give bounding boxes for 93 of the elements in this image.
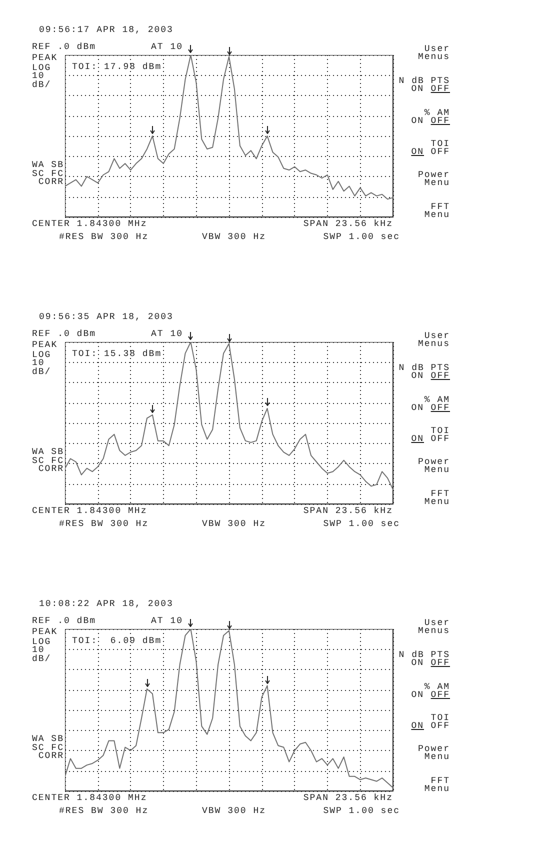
text: Menu xyxy=(424,784,450,794)
text: 10 xyxy=(32,645,45,655)
text: CENTER 1.84300 MHz xyxy=(32,793,148,803)
text: User xyxy=(424,618,450,628)
text: Menus xyxy=(418,52,450,62)
chart-title: 09:56:35 APR 18, 2003 xyxy=(39,312,174,322)
text: ON xyxy=(411,371,424,381)
text: ON xyxy=(411,658,424,668)
text: N dB PTS xyxy=(398,363,450,373)
text: % AM xyxy=(424,682,450,692)
text: PEAK xyxy=(32,340,58,350)
text: WA SB xyxy=(32,734,64,744)
text: LOG xyxy=(32,350,52,360)
text: FFT xyxy=(430,489,450,499)
text: SC FC xyxy=(32,456,64,466)
text: #RES BW 300 Hz xyxy=(59,519,149,529)
text: VBW 300 Hz xyxy=(202,519,266,529)
text: ON xyxy=(411,690,424,700)
text: OFF xyxy=(430,690,450,700)
text: VBW 300 Hz xyxy=(202,806,266,816)
text: SPAN 23.56 kHz xyxy=(303,793,393,803)
text: dB/ xyxy=(32,80,52,90)
text: Menu xyxy=(424,752,450,762)
text: Power xyxy=(418,457,450,467)
text: ON xyxy=(411,84,424,94)
text: SPAN 23.56 kHz xyxy=(303,506,393,516)
text: User xyxy=(424,44,450,54)
text: OFF xyxy=(430,147,450,157)
text: dB/ xyxy=(32,654,52,664)
text: AT 10 xyxy=(151,616,184,626)
text: REF .0 dBm xyxy=(32,616,96,626)
text: OFF xyxy=(430,371,450,381)
text: Menu xyxy=(424,465,450,475)
annotation: TOI: 17.98 dBm xyxy=(72,62,162,72)
text: LOG xyxy=(32,63,52,73)
annotation: TOI: 6.09 dBm xyxy=(72,636,162,646)
text: CORR xyxy=(38,751,64,761)
text: #RES BW 300 Hz xyxy=(59,232,149,242)
text: 10 xyxy=(32,358,45,368)
text: Menu xyxy=(424,210,450,220)
text: ON xyxy=(411,147,424,157)
text: ON xyxy=(411,403,424,413)
text: LOG xyxy=(32,637,52,647)
text: SC FC xyxy=(32,169,64,179)
text: PEAK xyxy=(32,627,58,637)
text: #RES BW 300 Hz xyxy=(59,806,149,816)
text: User xyxy=(424,331,450,341)
text: Menu xyxy=(424,497,450,507)
text: N dB PTS xyxy=(398,76,450,86)
text: ON xyxy=(411,721,424,731)
chart-title: 10:08:22 APR 18, 2003 xyxy=(39,599,174,609)
text: AT 10 xyxy=(151,42,184,52)
text: OFF xyxy=(430,658,450,668)
text: Menu xyxy=(424,178,450,188)
text: % AM xyxy=(424,395,450,405)
annotation: TOI: 15.38 dBm xyxy=(72,349,162,359)
text: SWP 1.00 sec xyxy=(323,232,400,242)
text: Menus xyxy=(418,626,450,636)
text: WA SB xyxy=(32,160,64,170)
chart-title: 09:56:17 APR 18, 2003 xyxy=(39,25,174,35)
text: FFT xyxy=(430,202,450,212)
text: CORR xyxy=(38,177,64,187)
text: WA SB xyxy=(32,447,64,457)
text: CENTER 1.84300 MHz xyxy=(32,506,148,516)
text: CENTER 1.84300 MHz xyxy=(32,219,148,229)
text: TOI xyxy=(430,139,450,149)
text: AT 10 xyxy=(151,329,184,339)
text: CORR xyxy=(38,464,64,474)
text: % AM xyxy=(424,108,450,118)
text: VBW 300 Hz xyxy=(202,232,266,242)
text: OFF xyxy=(430,84,450,94)
text: SWP 1.00 sec xyxy=(323,519,400,529)
text: TOI xyxy=(430,713,450,723)
text: OFF xyxy=(430,434,450,444)
text: ON xyxy=(411,116,424,126)
text: ON xyxy=(411,434,424,444)
text: REF .0 dBm xyxy=(32,42,96,52)
text: OFF xyxy=(430,403,450,413)
text: N dB PTS xyxy=(398,650,450,660)
text: Power xyxy=(418,170,450,180)
text: 10 xyxy=(32,71,45,81)
text: OFF xyxy=(430,116,450,126)
text: SWP 1.00 sec xyxy=(323,806,400,816)
text: REF .0 dBm xyxy=(32,329,96,339)
text: PEAK xyxy=(32,53,58,63)
text: dB/ xyxy=(32,367,52,377)
text: Power xyxy=(418,744,450,754)
text: Menus xyxy=(418,339,450,349)
text: OFF xyxy=(430,721,450,731)
text: TOI xyxy=(430,426,450,436)
text: SPAN 23.56 kHz xyxy=(303,219,393,229)
text: SC FC xyxy=(32,743,64,753)
text: FFT xyxy=(430,776,450,786)
